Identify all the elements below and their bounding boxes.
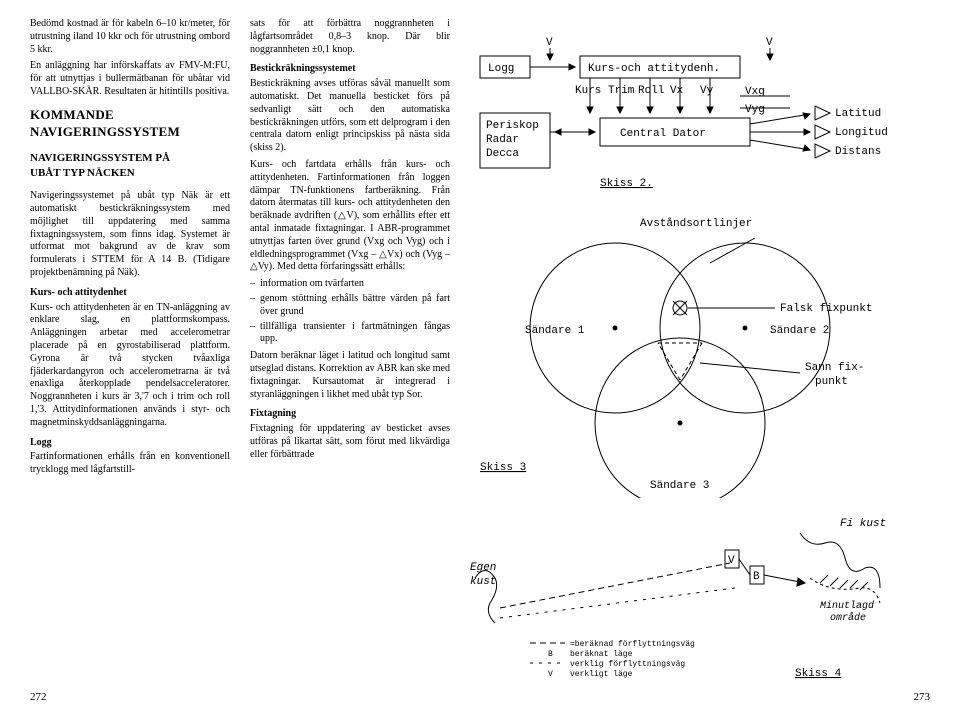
caption: Skiss 4 <box>795 668 842 680</box>
paragraph: Fartinformationen erhålls från en konven… <box>30 451 230 477</box>
caption: Skiss 2. <box>600 178 653 190</box>
text-column-2: sats för att förbättra noggrannheten i l… <box>250 18 450 703</box>
paragraph: Bestickräkning avses utföras såväl manue… <box>250 78 450 155</box>
skiss-2-diagram: Logg Kurs-och attitydenh. V V Kurs Trim … <box>470 18 910 193</box>
subsub: Fixtagning <box>250 408 450 421</box>
label: Trim <box>608 85 635 97</box>
label: Latitud <box>835 108 881 120</box>
legend: verklig förflyttningsväg <box>570 660 685 669</box>
label: Decca <box>486 148 519 160</box>
paragraph: Navigeringssystemet på ubåt typ Näk är e… <box>30 190 230 280</box>
label: B <box>753 571 760 583</box>
label: V <box>766 37 773 49</box>
label: V <box>728 555 735 567</box>
label: V <box>546 37 553 49</box>
paragraph: Fixtagning för uppdatering av besticket … <box>250 423 450 461</box>
legend-b: B <box>548 650 553 659</box>
label: Fi kust <box>840 518 886 530</box>
label: punkt <box>815 376 848 388</box>
label: Vxg <box>745 86 765 98</box>
label: Falsk fixpunkt <box>780 303 872 315</box>
skiss-3-diagram: Avståndsortlinjer Falsk fixpunkt Sändare… <box>470 208 910 498</box>
label: Sändare 1 <box>525 325 585 337</box>
label: Central Dator <box>620 128 706 140</box>
bullet: information om tvärfarten <box>250 278 450 291</box>
paragraph: sats för att förbättra noggrannheten i l… <box>250 18 450 56</box>
paragraph: Kurs- och fartdata erhålls från kurs- oc… <box>250 159 450 274</box>
label: Kurs-och attitydenh. <box>588 63 720 75</box>
legend: verkligt läge <box>570 670 633 679</box>
subheading: UBÅT TYP NÄCKEN <box>30 166 230 180</box>
label: Logg <box>488 63 514 75</box>
label: Vy <box>700 85 714 97</box>
label: Vx <box>670 85 684 97</box>
label: område <box>830 611 866 624</box>
caption: Skiss 3 <box>480 462 526 474</box>
page-number-right: 273 <box>914 691 931 703</box>
label: Roll <box>638 85 664 97</box>
label: kust <box>470 576 496 588</box>
subsub: Kurs- och attitydenhet <box>30 287 230 300</box>
paragraph: Datorn beräknar läget i latitud och long… <box>250 350 450 401</box>
subsub: Bestickräkningssystemet <box>250 63 450 76</box>
label: Longitud <box>835 127 888 139</box>
label: Distans <box>835 146 881 158</box>
legend-v: V <box>548 670 553 679</box>
text-column-1: Bedömd kostnad är för kabeln 6–10 kr/met… <box>30 18 230 703</box>
page-number-left: 272 <box>30 691 47 703</box>
label: Kurs <box>575 85 601 97</box>
label: Minutlagd <box>820 600 874 612</box>
legend: beräknat läge <box>570 650 633 659</box>
subheading: NAVIGERINGSSYSTEM PÅ <box>30 151 230 165</box>
paragraph: En anläggning har införskaffats av FMV-M… <box>30 60 230 98</box>
label: Egen <box>470 562 496 574</box>
label: Vyg <box>745 104 765 116</box>
diagram-column: Logg Kurs-och attitydenh. V V Kurs Trim … <box>470 18 930 703</box>
skiss-4-diagram: Fi kust Egen kust Minutlagd område V B =… <box>470 508 910 688</box>
label: Periskop <box>486 120 539 132</box>
bullet: genom stöttning erhålls bättre värden på… <box>250 293 450 319</box>
paragraph: Bedömd kostnad är för kabeln 6–10 kr/met… <box>30 18 230 56</box>
label: Avståndsortlinjer <box>640 217 752 230</box>
label: Sann fix- <box>805 362 864 374</box>
subsub: Logg <box>30 437 230 450</box>
label: Sändare 2 <box>770 325 829 337</box>
legend: =beräknad förflyttningsväg <box>570 640 695 649</box>
paragraph: Kurs- och attitydenheten är en TN-anlägg… <box>30 302 230 430</box>
heading-kommande: KOMMANDE <box>30 107 230 124</box>
bullet: tillfälliga transienter i fartmätningen … <box>250 321 450 347</box>
bullet-list: information om tvärfarten genom stöttnin… <box>250 278 450 346</box>
heading-navsystem: NAVIGERINGSSYSTEM <box>30 124 230 141</box>
label: Sändare 3 <box>650 480 709 492</box>
label: Radar <box>486 134 519 146</box>
